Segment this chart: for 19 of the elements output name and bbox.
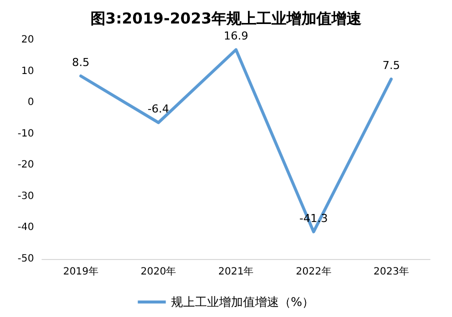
x-tick-label: 2019年 — [63, 266, 99, 278]
y-tick-label: -50 — [18, 254, 34, 264]
data-label: 8.5 — [72, 56, 90, 69]
data-label: 16.9 — [224, 30, 248, 43]
chart-title: 图3:2019-2023年规上工业增加值增速 — [90, 10, 363, 28]
y-tick-label: -20 — [18, 160, 34, 171]
x-tick-label: 2023年 — [373, 266, 409, 278]
y-tick-label: 10 — [21, 66, 34, 77]
data-label: -6.4 — [148, 102, 170, 116]
y-tick-label: -30 — [18, 190, 34, 202]
legend-label: 规上工业增加值增速（%） — [170, 295, 314, 309]
y-tick-label: 0 — [28, 97, 34, 108]
y-tick-label: 20 — [21, 34, 34, 46]
x-tick-label: 2022年 — [296, 266, 332, 278]
data-label: 7.5 — [382, 59, 400, 72]
y-tick-label: -40 — [18, 222, 34, 234]
y-tick-label: -10 — [18, 128, 34, 140]
x-tick-label: 2021年 — [218, 266, 254, 278]
x-tick-label: 2020年 — [140, 266, 176, 278]
